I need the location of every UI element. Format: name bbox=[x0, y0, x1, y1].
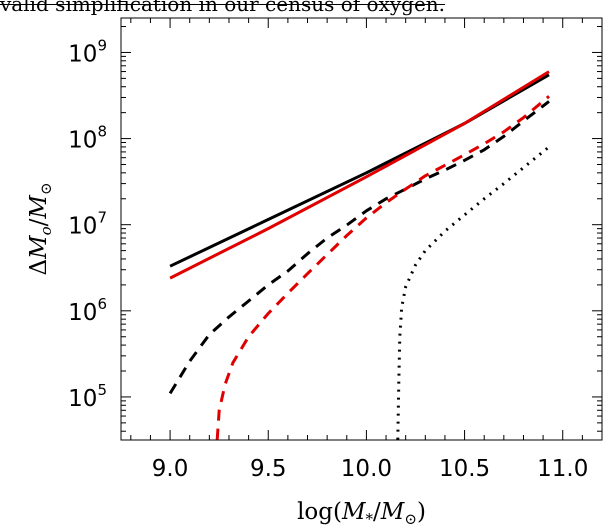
series-line-solid-0 bbox=[169, 73, 550, 268]
header-text: valid simplification in our census of ox… bbox=[0, 0, 446, 16]
y-tick-label: 105 bbox=[68, 381, 107, 412]
ticks bbox=[121, 18, 602, 440]
y-axis-label: ΔMo/M⊙ bbox=[26, 182, 55, 275]
series-line-dotted-4 bbox=[396, 145, 550, 440]
x-tick-label: 10.0 bbox=[341, 456, 392, 482]
series-line-dashed-2 bbox=[168, 100, 550, 395]
y-tick-label: 108 bbox=[68, 123, 107, 154]
x-tick-label: 9.5 bbox=[250, 456, 287, 482]
y-tick-label: 106 bbox=[68, 295, 107, 326]
y-tick-label: 109 bbox=[68, 36, 107, 67]
series-line-solid-1 bbox=[169, 70, 550, 280]
series-line-dashed-3 bbox=[215, 95, 550, 440]
plot-frame bbox=[120, 17, 603, 441]
x-tick-label: 10.5 bbox=[439, 456, 490, 482]
x-tick-label: 11.0 bbox=[537, 456, 588, 482]
tick-labels: 9.0 9.5 10.0 10.5 11.0 105 106 107 108 109 bbox=[68, 36, 588, 482]
series-group bbox=[168, 70, 550, 440]
y-tick-label: 107 bbox=[68, 209, 107, 240]
x-tick-label: 9.0 bbox=[152, 456, 189, 482]
x-axis-label: log(M*/M⊙) bbox=[297, 499, 426, 527]
